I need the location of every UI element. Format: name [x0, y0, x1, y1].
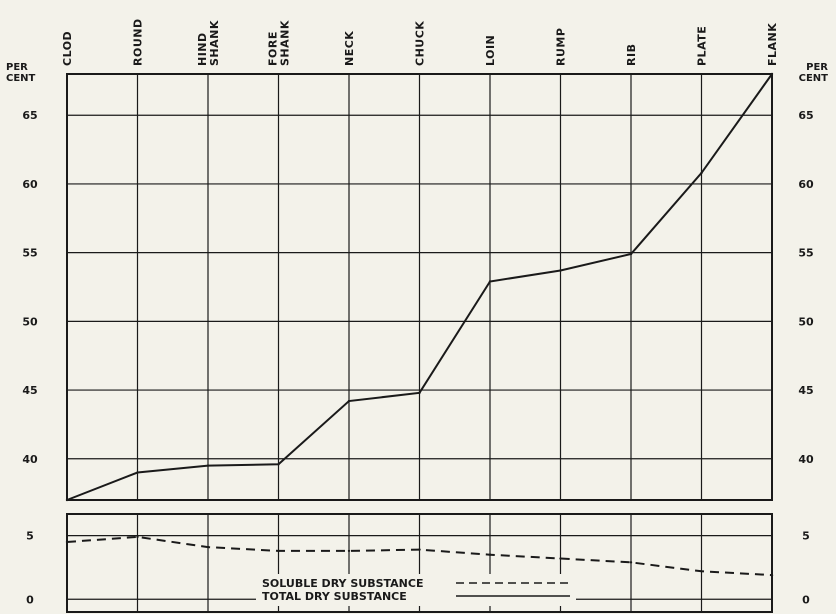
y-unit-label: PER: [6, 62, 28, 73]
data-point-total: [347, 399, 351, 403]
x-tick-label-round: ROUND: [132, 18, 145, 66]
y-tick-label-left: 0: [26, 593, 34, 606]
x-tick-label-clod: CLOD: [61, 31, 74, 66]
data-point-soluble: [770, 573, 774, 577]
x-tick-label-neck: NECK: [343, 31, 356, 66]
y-tick-label-left: 65: [22, 109, 37, 122]
x-tick-label-rump: RUMP: [555, 28, 568, 66]
x-tick-label: ROUND: [132, 18, 145, 66]
y-tick-label-right: 60: [798, 178, 814, 191]
y-tick-label-right: 65: [798, 109, 813, 122]
legend-label-soluble: SOLUBLE DRY SUBSTANCE: [262, 577, 423, 590]
data-point-total: [277, 463, 280, 466]
data-point-soluble: [206, 545, 210, 549]
data-point-soluble: [559, 557, 562, 560]
x-tick-label: SHANK: [208, 20, 221, 66]
x-tick-label-rib: RIB: [625, 44, 638, 66]
data-point-soluble: [488, 553, 492, 556]
x-tick-label: RIB: [625, 44, 638, 66]
x-tick-label: SHANK: [279, 20, 292, 66]
x-tick-label-flank: FLANK: [766, 23, 779, 66]
y-tick-label-left: 45: [22, 384, 37, 397]
data-point-soluble: [700, 570, 703, 573]
y-unit-label: CENT: [799, 73, 829, 84]
data-point-soluble: [629, 561, 633, 564]
x-tick-label-fore-shank: FORE SHANK: [267, 20, 292, 66]
panel-upper: [65, 72, 774, 502]
data-point-total: [136, 471, 139, 474]
data-point-soluble: [347, 549, 351, 553]
y-tick-label-right: 50: [798, 315, 814, 328]
y-tick-label-left: 60: [22, 178, 38, 191]
data-point-soluble: [418, 548, 421, 551]
data-point-soluble: [277, 549, 280, 553]
data-point-total: [418, 391, 421, 395]
x-tick-label-chuck: CHUCK: [414, 21, 427, 66]
y-tick-label-right: 0: [802, 593, 810, 606]
legend-box: [256, 574, 576, 606]
x-tick-label: NECK: [343, 31, 356, 66]
x-tick-label-hind-shank: HIND SHANK: [196, 20, 221, 66]
data-point-total: [629, 252, 633, 256]
data-point-total: [700, 171, 703, 175]
data-point-total: [65, 498, 69, 502]
data-point-soluble: [65, 540, 69, 544]
data-point-soluble: [136, 535, 139, 539]
x-tick-label: FORE: [267, 31, 280, 66]
y-tick-label-left: 40: [22, 453, 38, 466]
y-unit-label: PER: [806, 62, 828, 73]
x-tick-label: FLANK: [766, 23, 779, 66]
data-point-total: [488, 280, 492, 283]
y-tick-label-right: 45: [798, 384, 813, 397]
legend-label-total: TOTAL DRY SUBSTANCE: [262, 590, 407, 603]
x-tick-label-loin: LOIN: [484, 35, 497, 66]
y-tick-label-left: 5: [26, 530, 34, 543]
data-point-total: [559, 269, 562, 272]
x-tick-label: HIND: [196, 32, 209, 66]
x-tick-label: RUMP: [555, 28, 568, 66]
y-tick-label-right: 40: [798, 453, 814, 466]
y-tick-label-left: 50: [22, 315, 38, 328]
y-tick-label-right: 5: [802, 530, 810, 543]
data-point-total: [770, 72, 774, 76]
x-tick-label: CLOD: [61, 31, 74, 66]
x-tick-label: CHUCK: [414, 21, 427, 66]
y-unit-label: CENT: [6, 73, 36, 84]
y-tick-label-right: 55: [798, 247, 813, 260]
x-tick-label: PLATE: [696, 26, 709, 66]
y-tick-label-left: 55: [22, 247, 37, 260]
x-tick-label-plate: PLATE: [696, 26, 709, 66]
x-tick-label: LOIN: [484, 35, 497, 66]
data-point-total: [206, 464, 210, 467]
